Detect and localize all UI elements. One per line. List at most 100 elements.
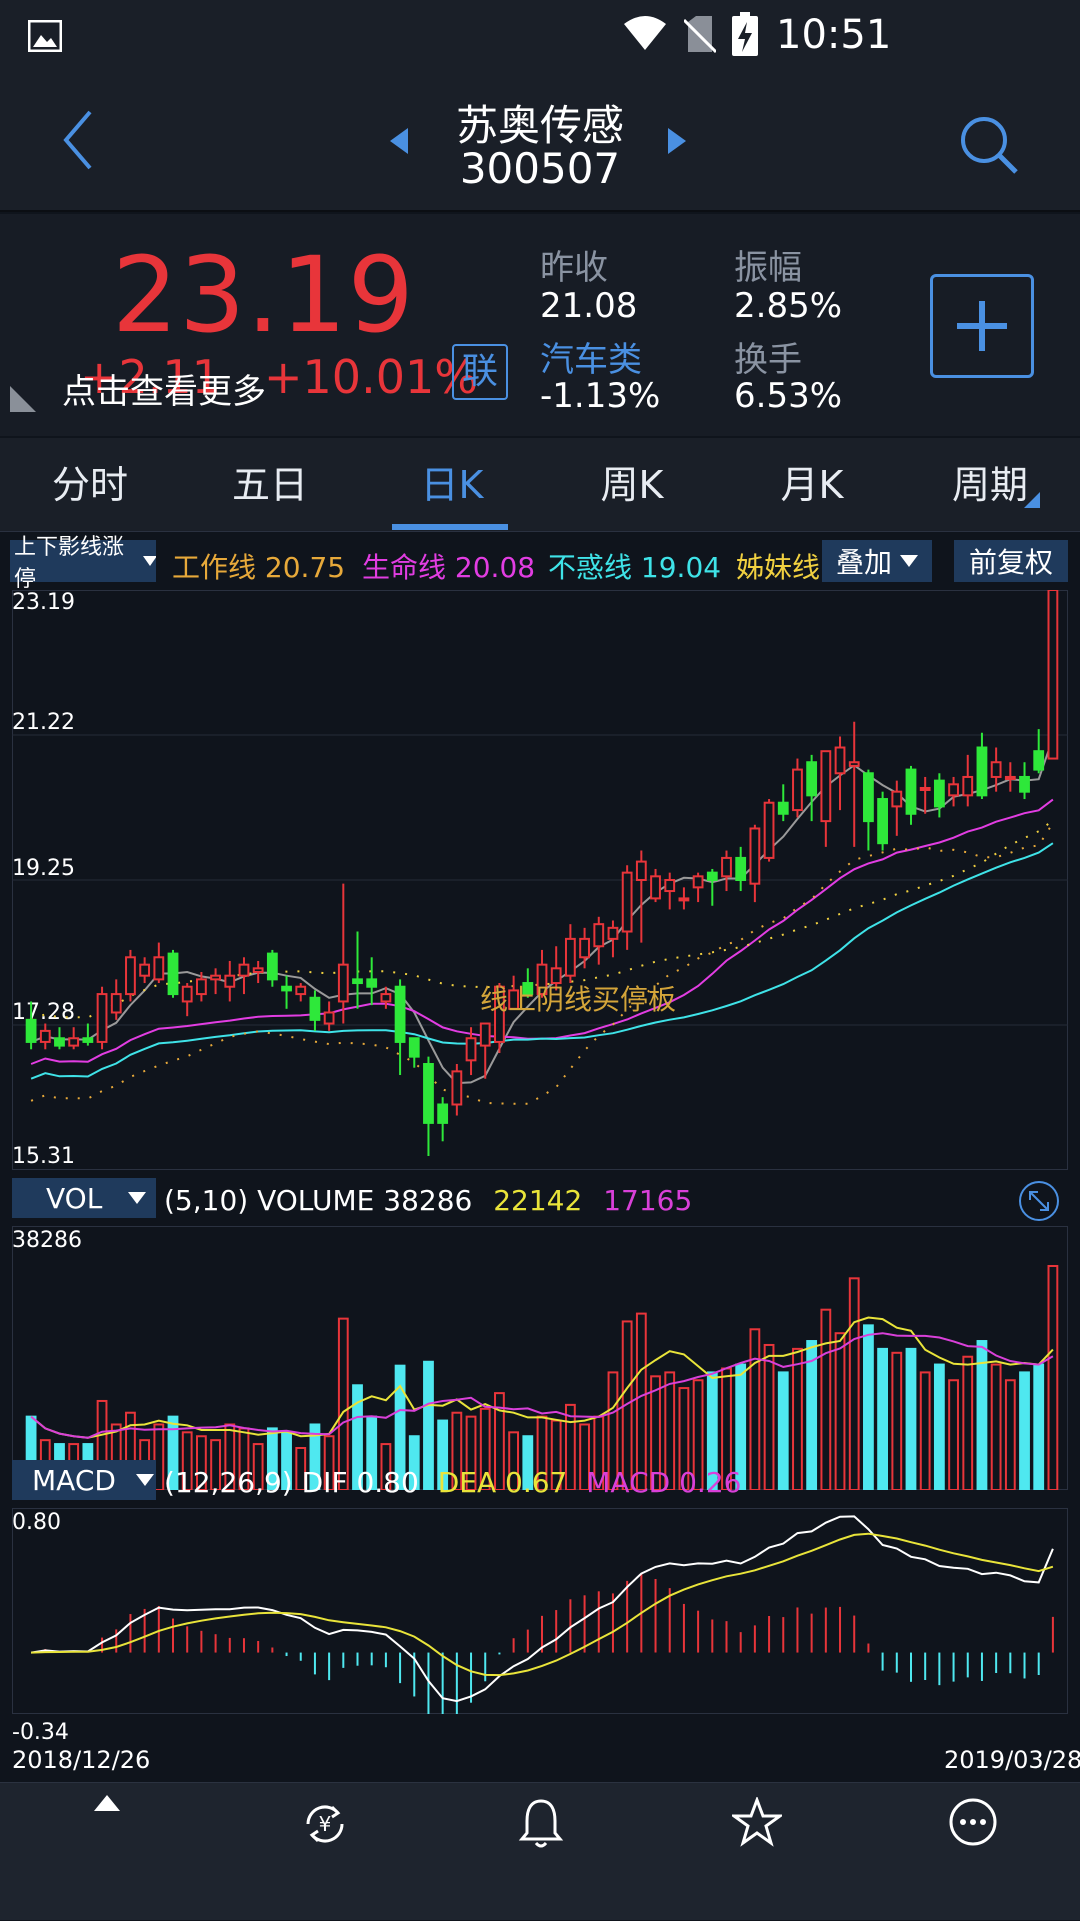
volume-bar — [408, 1435, 420, 1490]
prev-close-label: 昨收 — [540, 248, 608, 288]
vol-select[interactable]: VOL — [12, 1178, 156, 1218]
prev-close-value: 21.08 — [540, 286, 638, 326]
candle-body — [579, 937, 590, 959]
macd-dropdown-icon — [135, 1474, 154, 1486]
macd-plot — [12, 1508, 1068, 1714]
tab-monthly-k[interactable]: 月K — [780, 463, 844, 507]
volume-bar — [848, 1277, 860, 1490]
amplitude-label: 振幅 — [734, 248, 802, 288]
candle-body — [777, 801, 789, 815]
volume-bar — [905, 1347, 917, 1490]
svg-text:¥: ¥ — [319, 1812, 332, 1836]
nav-add-group[interactable] — [648, 1783, 864, 1921]
volume-bar — [465, 1415, 477, 1490]
linkage-badge[interactable]: 联 — [452, 344, 508, 400]
tab-intraday[interactable]: 分时 — [51, 463, 128, 507]
volume-bar — [252, 1443, 264, 1490]
life-line — [30, 798, 1054, 1065]
more-hint[interactable]: 点击查看更多 — [62, 372, 266, 412]
expand-icon[interactable] — [1018, 1180, 1060, 1222]
volume-bar — [522, 1435, 534, 1490]
candle-body — [976, 746, 988, 797]
overlay-dropdown-icon — [900, 555, 919, 567]
prev-stock-icon[interactable] — [390, 128, 410, 154]
status-bar: 10:51 — [0, 0, 1080, 80]
candle-body — [423, 1063, 434, 1124]
vol-y-max: 38286 — [12, 1228, 82, 1253]
star-icon — [732, 1797, 782, 1847]
nav-alert[interactable] — [432, 1783, 648, 1921]
next-stock-icon[interactable] — [666, 128, 686, 154]
date-end: 2019/03/28 — [944, 1746, 1080, 1774]
candle-body — [281, 985, 292, 992]
candle-body — [479, 1022, 491, 1047]
candle-body — [990, 761, 1002, 778]
volume-bar — [650, 1375, 661, 1490]
volume-bar — [749, 1328, 761, 1490]
candle-body — [706, 871, 718, 881]
nav-trade[interactable]: ¥ — [216, 1783, 432, 1921]
work-line — [30, 822, 1054, 1105]
candle-body — [593, 923, 605, 948]
add-watchlist-button[interactable] — [930, 274, 1034, 378]
kline-y-min: 15.31 — [12, 1144, 75, 1169]
candle-body — [181, 985, 193, 1003]
nav-more[interactable] — [864, 1783, 1080, 1921]
candle-body — [437, 1103, 449, 1124]
period-tabs: 分时 五日 日K 周K 月K 周期 — [0, 438, 1080, 532]
back-arrow-icon[interactable] — [60, 108, 96, 172]
candle-body — [877, 798, 889, 845]
macd-select[interactable]: MACD — [12, 1460, 156, 1500]
bottom-nav: ¥ — [0, 1782, 1080, 1920]
volume-bar — [948, 1379, 959, 1490]
overlay-button[interactable]: 叠加 — [822, 540, 932, 582]
buhuo-line — [30, 842, 1054, 1080]
search-icon[interactable] — [958, 114, 1020, 176]
candle-body — [68, 1037, 80, 1047]
volume-bar — [792, 1347, 803, 1490]
candle-body — [110, 993, 122, 1014]
corner-triangle-icon — [10, 386, 36, 412]
sector-label[interactable]: 汽车类 — [540, 340, 642, 380]
volume-bar — [210, 1439, 221, 1490]
volume-bar — [877, 1347, 889, 1490]
candle-body — [1004, 775, 1016, 780]
volume-bar — [933, 1363, 945, 1490]
volume-bar — [1033, 1363, 1045, 1490]
tab-daily-k[interactable]: 日K — [420, 463, 484, 507]
macd-legend: (12,26,9) DIF 0.80 DEA 0.67 MACD 0.26 — [164, 1466, 742, 1499]
nav-index[interactable] — [0, 1783, 216, 1921]
volume-bar — [181, 1431, 193, 1490]
candle-body — [863, 772, 874, 823]
dif-line — [30, 1515, 1054, 1703]
candle-body — [25, 1018, 37, 1043]
volume-bar — [820, 1308, 832, 1490]
tab-period[interactable]: 周期 — [951, 463, 1028, 507]
candle-body — [352, 978, 363, 985]
turnover-value: 6.53% — [734, 376, 843, 416]
candle-body — [664, 879, 676, 893]
candle-body — [848, 761, 860, 767]
yen-exchange-icon: ¥ — [306, 1805, 344, 1843]
adjust-button[interactable]: 前复权 — [954, 540, 1068, 582]
candle-body — [763, 801, 775, 859]
volume-bar — [380, 1443, 392, 1490]
candle-body — [1033, 750, 1045, 771]
candle-body — [820, 750, 832, 823]
candle-body — [749, 827, 761, 885]
price-change: +2.11 — [80, 350, 221, 404]
volume-bar — [891, 1351, 903, 1490]
period-dropdown-icon — [1024, 492, 1040, 508]
candle-body — [337, 963, 349, 1003]
quote-panel: 23.19 +2.11 +10.01% 点击查看更多 联 昨收 21.08 汽车… — [0, 214, 1080, 436]
volume-bar — [564, 1403, 576, 1490]
indicator-select[interactable]: 上下影线涨停 — [10, 535, 156, 592]
vol-bars — [25, 1265, 1059, 1490]
tab-weekly-k[interactable]: 周K — [600, 463, 664, 507]
kline-y-max: 23.19 — [12, 590, 75, 615]
active-tab-underline — [392, 524, 508, 530]
candle-body — [564, 937, 576, 977]
volume-bar — [777, 1371, 789, 1490]
tab-five-day[interactable]: 五日 — [231, 463, 308, 507]
candle-body — [891, 790, 903, 808]
